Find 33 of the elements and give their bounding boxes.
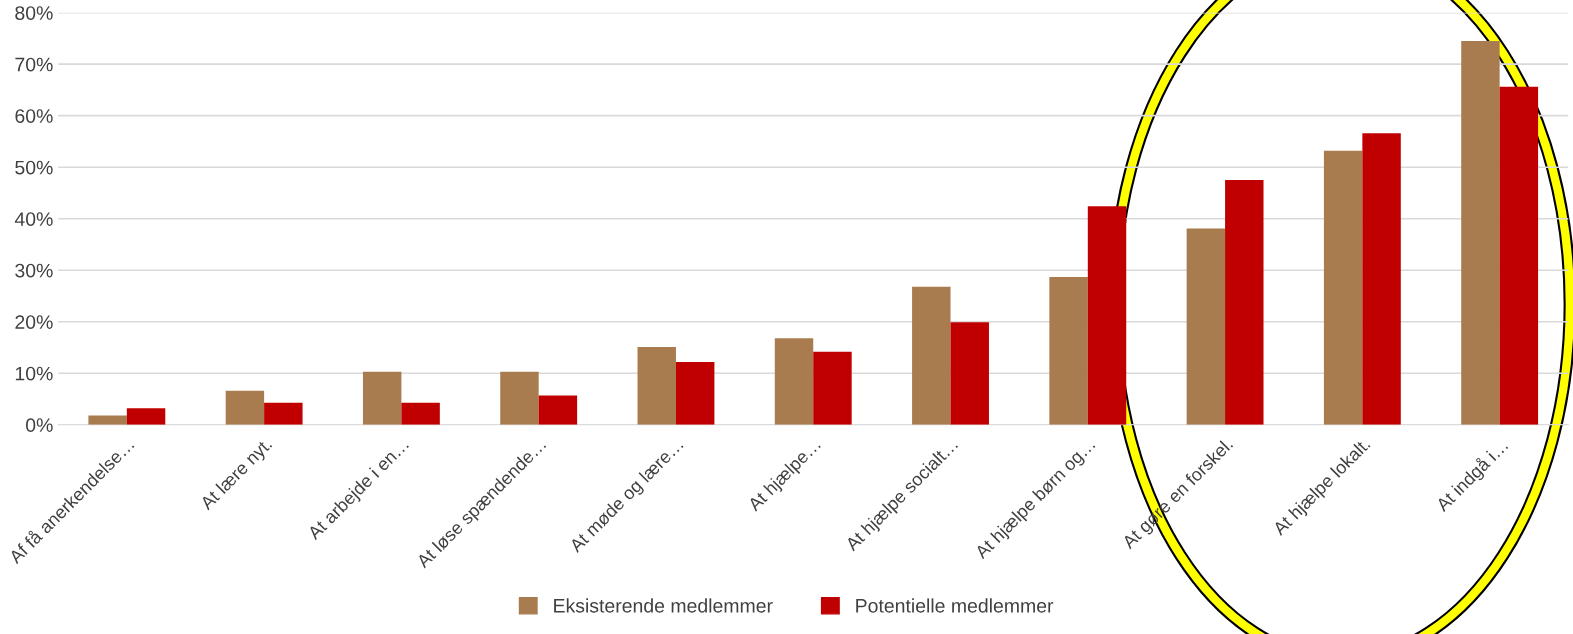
bar [1186, 228, 1226, 425]
legend-label: Eksisterende medlemmer [554, 598, 773, 613]
bar [1225, 180, 1264, 425]
bar [1087, 206, 1127, 425]
bar [126, 408, 166, 425]
bar [1362, 133, 1401, 425]
bar [637, 347, 676, 425]
y-tick-label: 80% [15, 6, 53, 20]
bar [912, 286, 951, 425]
bar [225, 390, 265, 425]
bar [774, 338, 814, 425]
x-tick-label: At lære nyt. [198, 437, 275, 514]
bar [1323, 150, 1363, 425]
y-tick-label: 50% [15, 160, 53, 175]
y-tick-label: 40% [14, 212, 53, 226]
legend-label: Potentielle medlemmer [856, 598, 1054, 613]
bar [813, 351, 852, 425]
y-tick-label: 60% [15, 109, 53, 123]
bar [538, 395, 578, 425]
bar [1049, 276, 1088, 425]
y-tick-label: 30% [15, 263, 53, 278]
bar [264, 402, 303, 425]
bar [675, 361, 715, 425]
bar [1461, 41, 1500, 425]
y-tick-label: 20% [15, 315, 53, 329]
bar [401, 402, 440, 425]
y-tick-label: 0% [26, 418, 53, 433]
bar [500, 371, 539, 425]
bar [1499, 86, 1539, 425]
bar [950, 322, 989, 425]
y-tick-label: 10% [15, 366, 53, 381]
y-tick-label: 70% [15, 57, 53, 72]
bar [362, 371, 402, 425]
